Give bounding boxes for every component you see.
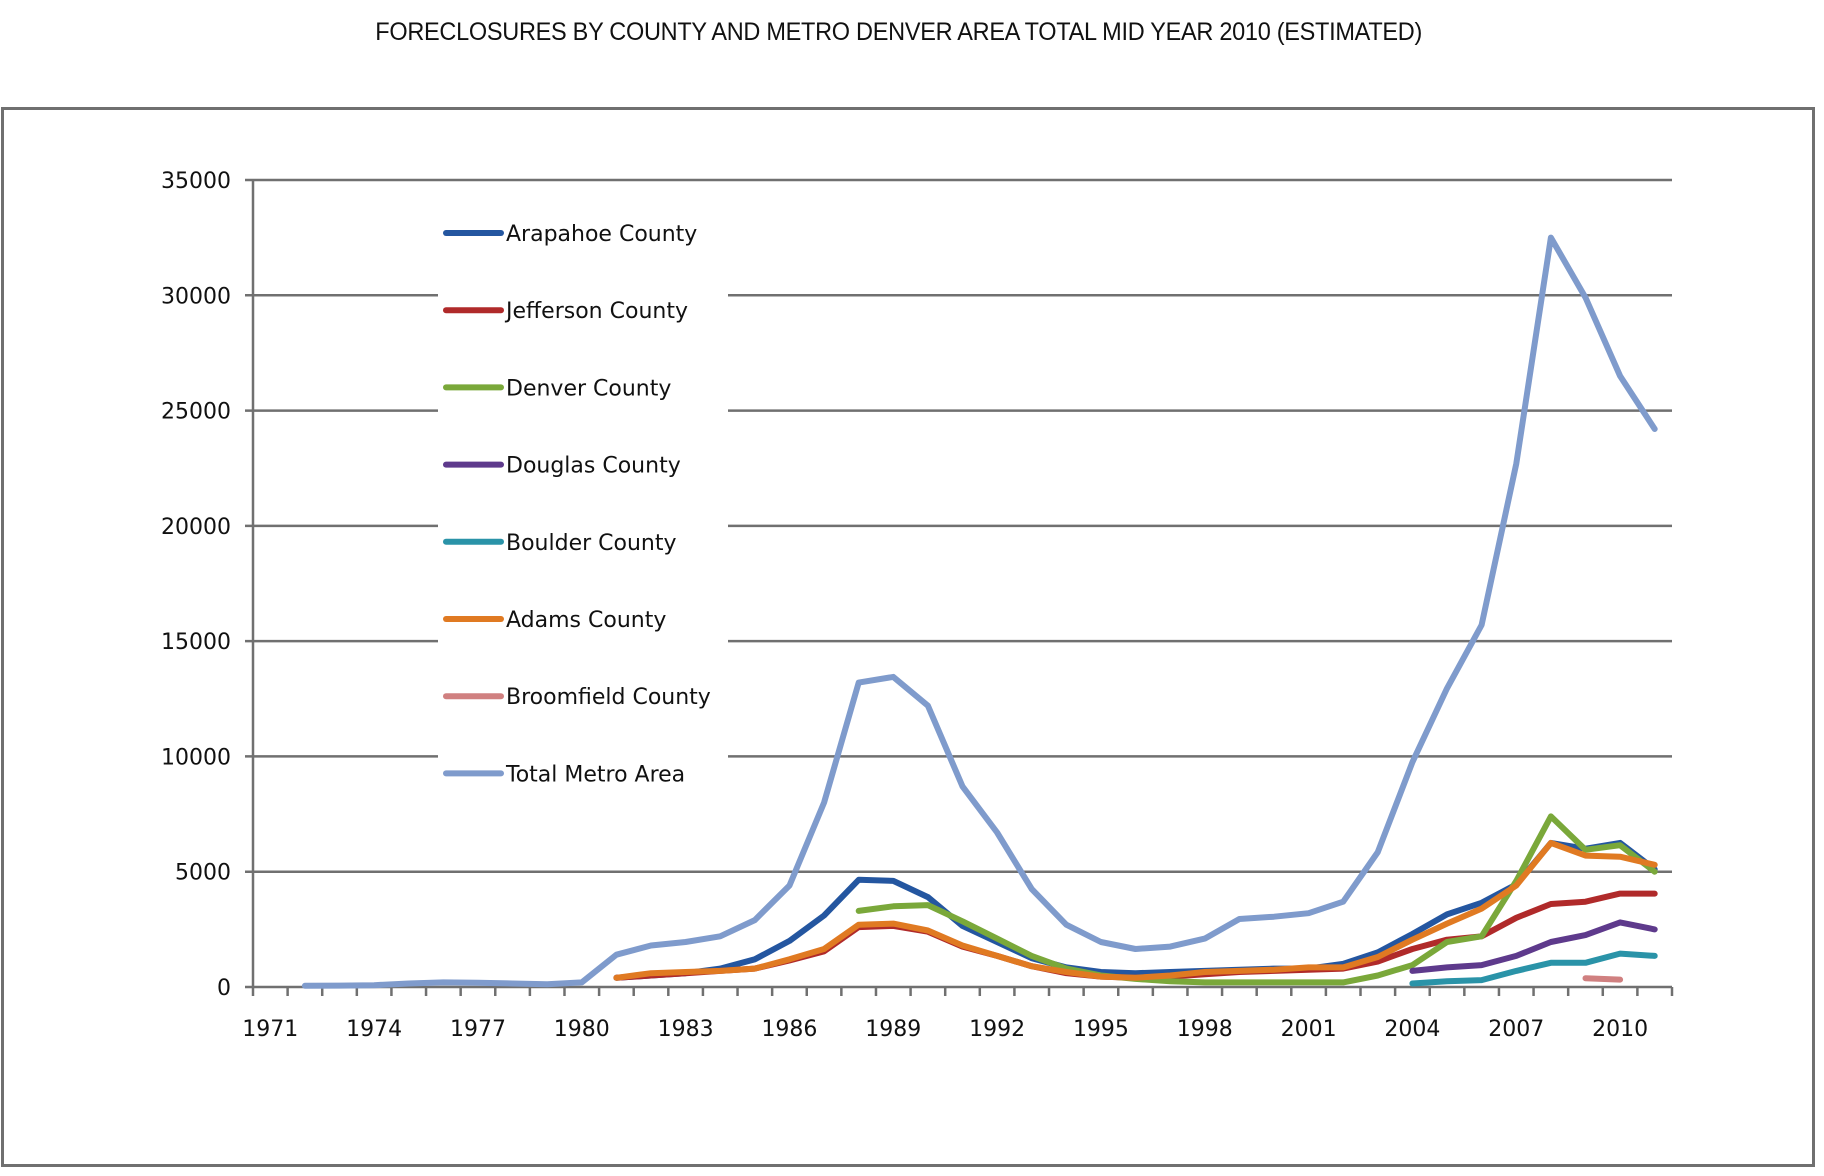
series-line	[1582, 975, 1624, 983]
y-tick-label: 20000	[161, 515, 231, 540]
x-tick-label: 1992	[969, 1017, 1025, 1042]
chart-title: FORECLOSURES BY COUNTY AND METRO DENVER …	[375, 18, 1423, 46]
y-axis-ticks: 0 5000 10000 15000 20000 25000 30000 35000	[161, 169, 231, 1001]
series-line	[1409, 950, 1658, 987]
x-tick-label: 1995	[1073, 1017, 1129, 1042]
legend-label: Boulder County	[506, 531, 677, 556]
chart-frame	[1, 107, 1815, 1167]
x-tick-label: 2004	[1384, 1017, 1440, 1042]
legend-label: Jefferson County	[504, 299, 688, 324]
legend-label: Douglas County	[506, 454, 681, 479]
legend-item: Adams County	[443, 608, 666, 633]
series-line	[855, 813, 1658, 986]
series-broomfield-county	[1582, 975, 1624, 983]
x-tick-label: 2001	[1281, 1017, 1337, 1042]
x-tick-label: 2010	[1592, 1017, 1648, 1042]
x-tick-label: 1989	[865, 1017, 921, 1042]
x-tick-label: 1986	[761, 1017, 817, 1042]
x-axis-ticks: 1971 1974 1977 1980 1983 1986 1989 1992 1995 1998…	[242, 1017, 1648, 1042]
x-tick-label: 2007	[1488, 1017, 1544, 1042]
legend-label: Adams County	[506, 608, 666, 633]
legend-item: Denver County	[443, 376, 671, 401]
series-douglas-county	[1409, 919, 1658, 974]
y-tick-label: 0	[217, 976, 231, 1001]
series-line	[613, 839, 1658, 981]
y-tick-label: 5000	[175, 861, 231, 886]
x-tick-label: 1983	[658, 1017, 714, 1042]
x-tick-label: 1974	[346, 1017, 402, 1042]
legend-label: Broomfield County	[506, 685, 711, 710]
x-tick-label: 1971	[242, 1017, 298, 1042]
y-tick-label: 25000	[161, 400, 231, 425]
y-tick-label: 35000	[161, 169, 231, 194]
x-tick-label: 1998	[1177, 1017, 1233, 1042]
y-tick-label: 15000	[161, 630, 231, 655]
series-lines	[301, 234, 1658, 989]
legend-label: Denver County	[506, 376, 671, 401]
legend-item: Boulder County	[443, 531, 677, 556]
y-tick-label: 30000	[161, 284, 231, 309]
legend-label: Arapahoe County	[506, 222, 697, 247]
legend-label: Total Metro Area	[505, 762, 685, 787]
x-tick-label: 1980	[554, 1017, 610, 1042]
legend-item: Jefferson County	[443, 299, 688, 324]
series-boulder-county	[1409, 950, 1658, 987]
legend: Arapahoe County Jefferson County Denver Co…	[438, 211, 728, 796]
y-tick-label: 10000	[161, 745, 231, 770]
series-line	[613, 839, 1658, 981]
series-total-metro-area	[301, 234, 1658, 989]
legend-item: Broomfield County	[443, 685, 711, 710]
series-denver-county	[855, 813, 1658, 986]
series-line	[301, 234, 1658, 989]
series-line	[1409, 919, 1658, 974]
series-adams-county	[613, 839, 1658, 981]
legend-item: Douglas County	[443, 454, 681, 479]
x-tick-label: 1977	[450, 1017, 506, 1042]
legend-item: Arapahoe County	[443, 222, 697, 247]
axes	[245, 179, 1674, 996]
legend-item: Total Metro Area	[443, 762, 685, 787]
